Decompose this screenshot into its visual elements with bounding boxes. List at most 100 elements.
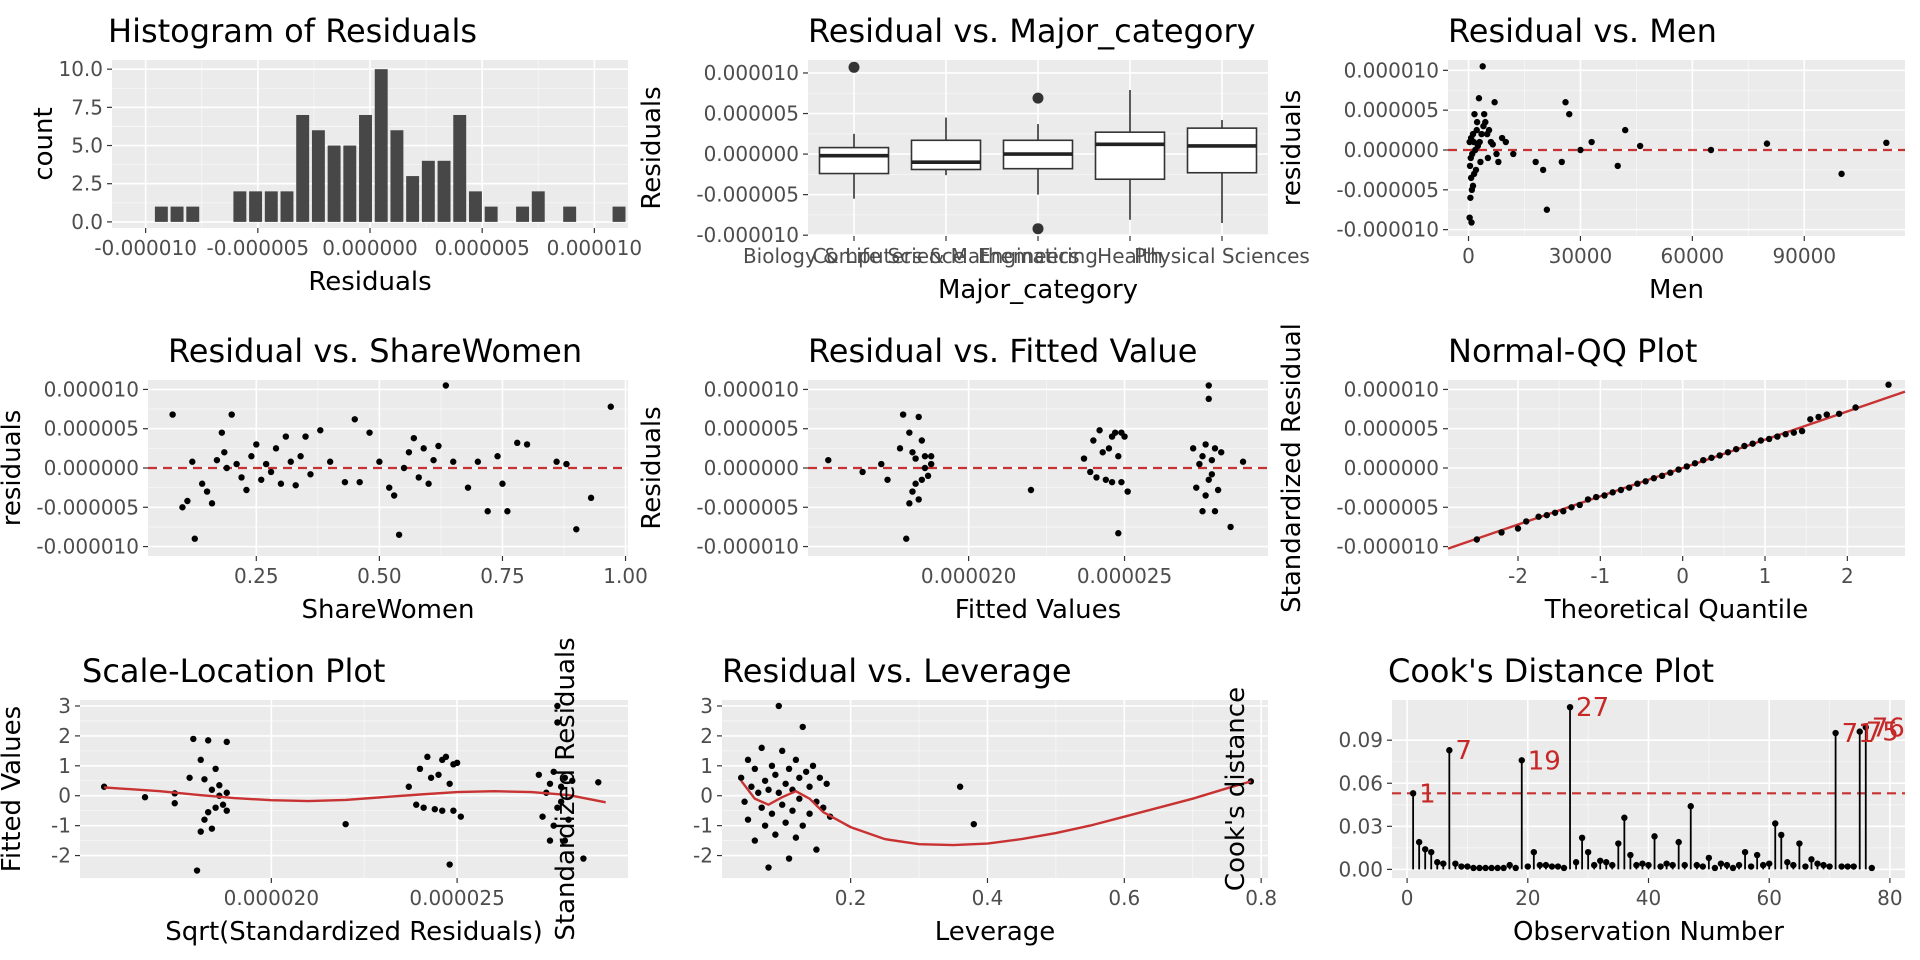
data-point [779,747,786,755]
x-tick-label: 0 [1676,564,1689,588]
histogram-bar [421,160,435,222]
data-point [779,801,786,808]
data-point [302,433,309,440]
data-point [1790,429,1798,436]
data-point [442,753,450,761]
y-tick-label: -0.000010 [1336,218,1439,242]
data-point [1838,170,1845,178]
data-point [317,427,324,434]
data-point [741,798,748,805]
data-point [141,794,149,801]
cook-point [1705,854,1713,862]
cook-point [1584,848,1592,856]
data-point [580,855,587,862]
y-tick-label: 0.000010 [1344,377,1439,401]
observation-label: 1 [1419,779,1436,809]
data-point [924,472,932,480]
data-point [186,774,193,781]
y-tick-label: -0.000010 [696,223,799,247]
data-point [1205,476,1212,483]
y-axis-label: residuals [1277,90,1307,207]
data-point [1757,437,1765,444]
data-point [859,468,866,476]
data-point [1099,449,1106,456]
data-point [772,831,779,838]
cook-point [1753,851,1761,859]
cook-point [1518,757,1525,764]
histogram-bar [233,191,247,222]
x-tick-label: 40 [1636,886,1661,910]
data-point [504,508,511,515]
data-point [424,753,431,761]
data-point [171,800,178,807]
plot-qq: -0.000010 -0.000005 0.000000 0.000005 0.0000… [1277,323,1906,625]
data-point [744,756,752,764]
data-point [1468,219,1475,226]
data-point [1199,453,1206,460]
data-point [1835,410,1843,417]
data-point [1625,484,1633,491]
y-tick-label: -1 [51,814,71,838]
cook-point [1735,861,1743,869]
data-point [1774,433,1781,440]
plot-title: Residual vs. Major_category [808,12,1256,50]
plot-panel [80,700,628,878]
histogram-bar [406,176,420,222]
data-point [1614,162,1621,170]
x-tick-label: 0.000010 [547,236,642,260]
data-point [1622,126,1629,134]
data-point [789,807,796,814]
histogram-bar [170,206,184,222]
data-point [341,478,349,486]
x-tick-label: 0.000020 [224,886,319,910]
x-tick-label: 0.000005 [434,236,529,260]
data-point [198,480,206,487]
y-tick-label: 1 [58,754,71,778]
cook-point [1669,861,1676,869]
cook-point [1802,863,1809,870]
x-tick-label: Health [1097,244,1163,268]
cook-point [1597,857,1604,864]
data-point [410,434,418,442]
y-tick-label: 0.000005 [704,102,799,126]
data-point [792,756,800,764]
data-point [1111,429,1119,436]
data-point [208,500,216,507]
data-point [765,786,772,793]
data-point [823,780,830,787]
y-tick-label: 2.5 [71,172,103,196]
x-tick-label: 80 [1877,886,1902,910]
y-tick-label: 0.000010 [704,61,799,85]
data-point [1087,468,1094,476]
data-point [446,861,453,868]
cook-point [1772,820,1779,827]
y-tick-label: 3 [58,694,71,718]
data-point [751,837,759,844]
cook-point [1741,848,1749,856]
data-point [748,783,755,790]
data-point [785,855,793,862]
histogram-bar [280,191,294,222]
data-point [201,776,208,783]
data-point [405,449,413,456]
y-axis-label: Residuals [637,86,667,209]
data-point [915,496,922,503]
x-tick-label: Biology & Life Science [743,244,965,268]
cook-point [1651,833,1658,840]
data-point [595,779,602,786]
x-tick-label: -2 [1508,564,1528,588]
x-axis-label: Men [1649,275,1704,305]
histogram-bar [264,191,278,222]
data-point [1027,486,1035,494]
data-point [1470,138,1477,146]
y-tick-label: 5.0 [71,134,103,158]
data-point [356,478,363,486]
x-tick-label: 0.000020 [921,564,1016,588]
data-point [1560,508,1567,515]
data-point [1227,523,1234,531]
data-point [514,439,521,447]
cook-point [1603,859,1610,866]
y-axis-label: Standardized Residuals [551,637,581,940]
x-tick-label: 0.75 [480,564,525,588]
observation-label: 75 [1866,718,1899,748]
